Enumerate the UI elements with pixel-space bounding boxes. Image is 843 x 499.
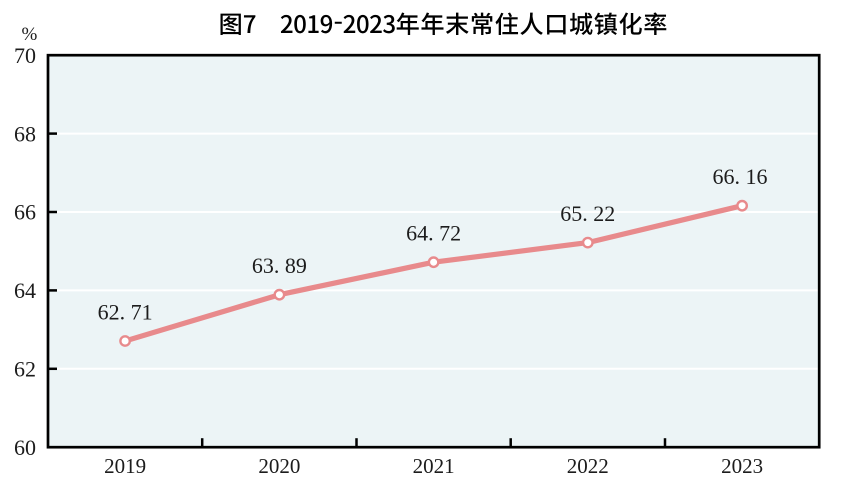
svg-text:68: 68 bbox=[14, 121, 36, 146]
svg-text:%: % bbox=[22, 24, 38, 45]
svg-text:2020: 2020 bbox=[258, 454, 300, 478]
svg-text:2021: 2021 bbox=[413, 454, 455, 478]
svg-text:2019: 2019 bbox=[104, 454, 146, 478]
svg-text:66. 16: 66. 16 bbox=[713, 164, 768, 189]
svg-text:2022: 2022 bbox=[567, 454, 609, 478]
svg-text:65. 22: 65. 22 bbox=[560, 201, 615, 226]
svg-text:70: 70 bbox=[14, 43, 36, 68]
svg-text:60: 60 bbox=[14, 435, 36, 460]
svg-text:64: 64 bbox=[14, 278, 36, 303]
svg-text:62: 62 bbox=[14, 357, 36, 382]
svg-text:2023: 2023 bbox=[721, 454, 763, 478]
svg-text:63. 89: 63. 89 bbox=[252, 253, 307, 278]
svg-text:62. 71: 62. 71 bbox=[98, 299, 153, 324]
svg-text:66: 66 bbox=[14, 200, 36, 225]
svg-text:64. 72: 64. 72 bbox=[406, 221, 461, 246]
